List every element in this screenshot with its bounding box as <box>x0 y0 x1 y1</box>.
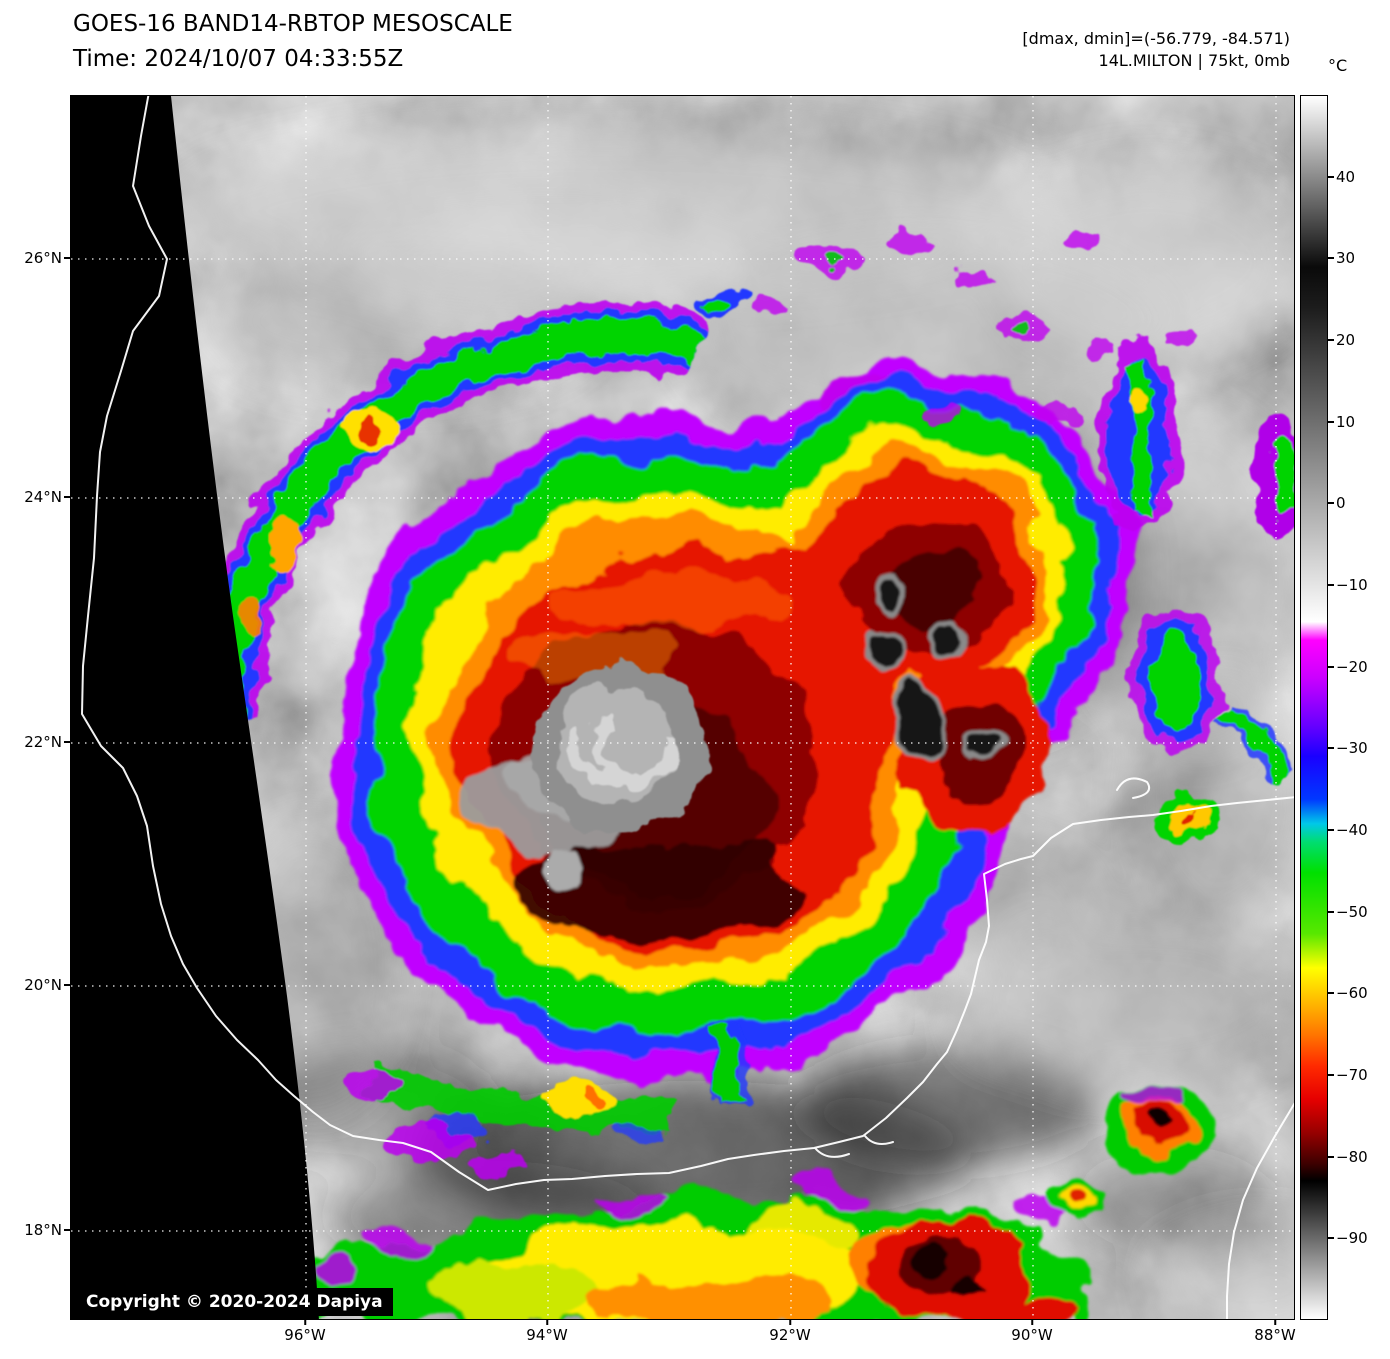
colorbar-tick-30: 30 <box>1327 249 1356 267</box>
colorbar <box>1300 95 1328 1320</box>
colorbar-tick-10: 10 <box>1327 413 1356 431</box>
figure-title: GOES-16 BAND14-RBTOP MESOSCALE <box>73 11 513 37</box>
coastline-belize <box>1226 1102 1294 1319</box>
colorbar-tick-m30: −30 <box>1328 739 1368 757</box>
gridlines <box>71 96 1294 1319</box>
colorbar-tick-m10: −10 <box>1328 576 1368 594</box>
lon-label-94w: 94°W <box>517 1326 577 1344</box>
colorbar-tick-m50: −50 <box>1328 903 1368 921</box>
lat-label-22n: 22°N <box>0 733 70 751</box>
lon-label-92w: 92°W <box>760 1326 820 1344</box>
lat-label-20n: 20°N <box>0 976 70 994</box>
colorbar-tick-m70: −70 <box>1328 1066 1368 1084</box>
colorbar-tick-m60: −60 <box>1328 984 1368 1002</box>
satellite-image <box>71 96 1294 1319</box>
lon-label-90w: 90°W <box>1002 1326 1062 1344</box>
bottom-convection-band <box>303 1082 1207 1319</box>
lat-label-18n: 18°N <box>0 1221 70 1239</box>
coastline-mexico-yucatan <box>81 96 1294 1191</box>
lat-label-26n: 26°N <box>0 249 70 267</box>
colorbar-tick-20: 20 <box>1327 331 1356 349</box>
hurricane-eye <box>533 662 705 834</box>
storm-outer-band <box>188 300 707 718</box>
colorbar-tick-m80: −80 <box>1328 1148 1368 1166</box>
figure-timestamp: Time: 2024/10/07 04:33:55Z <box>73 46 404 72</box>
lon-label-88w: 88°W <box>1245 1326 1305 1344</box>
colorbar-tick-m40: −40 <box>1328 821 1368 839</box>
colorbar-tick-0: 0 <box>1328 494 1346 512</box>
south-band <box>345 1018 750 1177</box>
lon-label-96w: 96°W <box>275 1326 335 1344</box>
overshooting-tops <box>843 581 997 770</box>
storm-info: 14L.MILTON | 75kt, 0mb <box>1098 51 1290 70</box>
colorbar-tick-40: 40 <box>1327 168 1356 186</box>
reef-ring <box>1116 777 1151 799</box>
colorbar-tick-m20: −20 <box>1328 658 1368 676</box>
lat-label-24n: 24°N <box>0 488 70 506</box>
no-data-wedge <box>71 96 319 1319</box>
copyright-badge: Copyright © 2020-2024 Dapiya <box>76 1288 393 1316</box>
scattered-convection-east <box>696 228 1294 841</box>
colorbar-unit: °C <box>1328 56 1348 75</box>
coastlines <box>81 96 1294 1319</box>
colorbar-tick-m90: −90 <box>1328 1229 1368 1247</box>
map-panel: Copyright © 2020-2024 Dapiya <box>70 95 1295 1320</box>
lagoon-detail <box>814 1135 894 1158</box>
dmax-dmin-readout: [dmax, dmin]=(-56.779, -84.571) <box>1022 29 1290 48</box>
